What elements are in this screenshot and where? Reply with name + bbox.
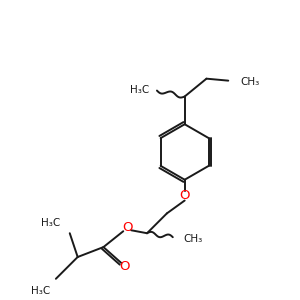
Text: O: O bbox=[119, 260, 130, 273]
Text: H₃C: H₃C bbox=[130, 85, 149, 94]
Text: O: O bbox=[179, 189, 190, 202]
Text: H₃C: H₃C bbox=[31, 286, 50, 296]
Text: CH₃: CH₃ bbox=[184, 234, 203, 244]
Text: O: O bbox=[122, 221, 133, 234]
Text: CH₃: CH₃ bbox=[240, 76, 260, 87]
Text: H₃C: H₃C bbox=[40, 218, 60, 228]
